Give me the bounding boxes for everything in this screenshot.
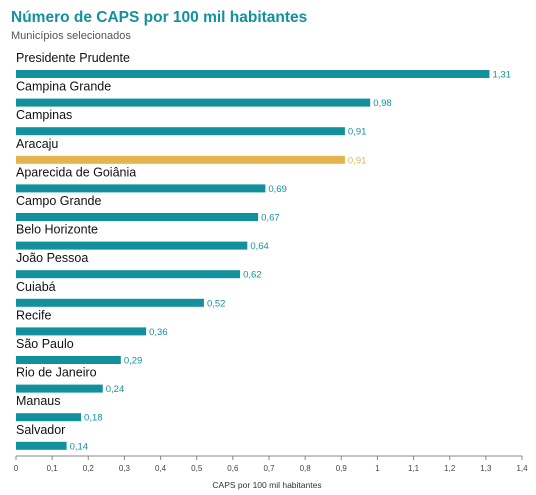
value-label: 0,67	[261, 213, 280, 224]
bar	[16, 98, 371, 107]
bar	[16, 413, 82, 422]
x-tick-label: 0,2	[83, 464, 95, 473]
x-tick-label: 0,3	[119, 464, 131, 473]
category-label: Belo Horizonte	[16, 223, 98, 237]
category-label: Campina Grande	[16, 80, 111, 94]
bar	[16, 441, 67, 450]
category-label: Cuiabá	[16, 280, 56, 294]
category-label: Presidente Prudente	[16, 51, 130, 65]
bar	[16, 384, 103, 393]
bar	[16, 127, 345, 136]
bar	[16, 155, 345, 164]
bar	[16, 298, 204, 307]
value-label: 0,14	[70, 441, 89, 452]
value-label: 0,98	[373, 98, 392, 109]
value-label: 0,36	[149, 327, 168, 338]
category-label: Manaus	[16, 394, 60, 408]
value-label: 0,64	[250, 241, 268, 252]
bar	[16, 213, 259, 221]
chart-subtitle: Municípios selecionados	[11, 30, 131, 42]
category-label: Rio de Janeiro	[16, 366, 97, 380]
x-tick-label: 0,1	[47, 464, 59, 473]
category-label: Recife	[16, 308, 51, 322]
value-label: 0,69	[268, 184, 287, 195]
x-tick-label: 0,4	[155, 464, 167, 473]
x-tick-label: 1,1	[408, 464, 420, 473]
bar	[16, 356, 121, 364]
x-tick-label: 0,9	[336, 464, 348, 473]
value-label: 0,29	[124, 356, 143, 367]
x-tick-label: 0,7	[263, 464, 275, 473]
bar	[16, 327, 147, 336]
bar	[16, 241, 248, 250]
category-label: Aracaju	[16, 137, 58, 151]
value-label: 0,18	[84, 413, 103, 424]
x-tick-label: 1	[375, 464, 380, 473]
value-label: 0,24	[106, 384, 125, 395]
value-label: 0,91	[348, 155, 367, 166]
category-label: João Pessoa	[16, 251, 88, 265]
x-axis-title: CAPS por 100 mil habitantes	[212, 480, 321, 490]
category-label: Aparecida de Goiânia	[16, 165, 136, 179]
chart-title: Número de CAPS por 100 mil habitantes	[11, 9, 308, 26]
value-label: 0,52	[207, 298, 226, 309]
category-label: Salvador	[16, 423, 65, 437]
value-label: 0,62	[243, 270, 261, 281]
x-tick-label: 0,6	[227, 464, 239, 473]
bar	[16, 70, 490, 78]
x-tick-label: 0	[14, 464, 19, 473]
category-label: Campo Grande	[16, 194, 102, 208]
bar	[16, 270, 241, 279]
x-tick-label: 1,4	[516, 464, 528, 473]
category-label: Campinas	[16, 108, 72, 122]
x-tick-label: 0,5	[191, 464, 203, 473]
value-label: 0,91	[348, 127, 367, 138]
x-tick-label: 0,8	[300, 464, 312, 473]
value-label: 1,31	[492, 70, 511, 81]
x-tick-label: 1,2	[444, 464, 456, 473]
bar	[16, 184, 266, 193]
category-label: São Paulo	[16, 337, 74, 351]
x-tick-label: 1,3	[480, 464, 492, 473]
